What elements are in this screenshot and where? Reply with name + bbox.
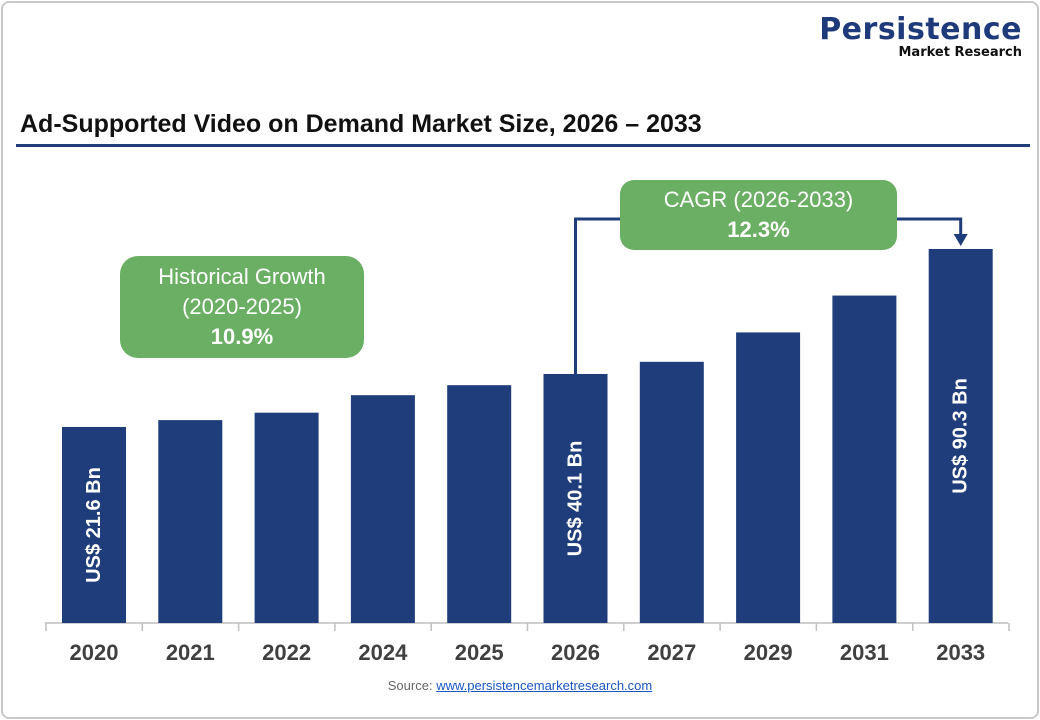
bar-2033: [928, 249, 993, 623]
source: Source: www.persistencemarketresearch.co…: [0, 678, 1040, 693]
bar-2024: [350, 395, 415, 623]
x-tick-label-2027: 2027: [647, 640, 696, 665]
x-tick-label-2022: 2022: [262, 640, 311, 665]
logo: Persistence Market Research: [819, 14, 1022, 60]
x-tick-label-2029: 2029: [744, 640, 793, 665]
cagr-box: CAGR (2026-2033) 12.3%: [620, 180, 897, 250]
bar-2031: [832, 295, 897, 623]
cagr-label: CAGR (2026-2033): [663, 187, 854, 212]
bar-2020: [62, 427, 126, 623]
cagr-connector-right: [897, 217, 963, 236]
source-link[interactable]: www.persistencemarketresearch.com: [436, 678, 653, 693]
data-label-2026: US$ 40.1 Bn: [565, 441, 587, 557]
arrow-down-icon: [953, 234, 968, 246]
cagr-connector-left: [574, 217, 620, 374]
x-tick-label-2021: 2021: [166, 640, 215, 665]
bar-2029: [736, 332, 801, 623]
x-tick-label-2033: 2033: [936, 640, 985, 665]
bar-2026: [543, 374, 608, 623]
bar-2021: [158, 420, 223, 623]
x-tick-label-2031: 2031: [840, 640, 889, 665]
data-label-2020: US$ 21.6 Bn: [83, 467, 105, 583]
title-rule: [16, 144, 1030, 147]
historical-label: Historical Growth: [158, 264, 326, 289]
historical-growth-box: Historical Growth (2020-2025) 10.9%: [120, 256, 364, 358]
chart-title: Ad-Supported Video on Demand Market Size…: [20, 110, 702, 138]
x-tick-label-2026: 2026: [551, 640, 600, 665]
historical-value: 10.9%: [210, 324, 274, 349]
source-label: Source:: [387, 678, 433, 693]
logo-sub: Market Research: [898, 45, 1023, 60]
x-tick-label-2024: 2024: [358, 640, 408, 665]
x-tick-label-2020: 2020: [70, 640, 119, 665]
historical-period: (2020-2025): [182, 294, 302, 319]
bar-2022: [254, 412, 319, 623]
data-label-2033: US$ 90.3 Bn: [950, 378, 972, 494]
logo-brand: Persistence: [819, 12, 1022, 47]
cagr-value: 12.3%: [727, 217, 790, 242]
bar-2027: [639, 361, 704, 623]
x-tick-label-2025: 2025: [455, 640, 504, 665]
bar-2025: [447, 385, 512, 623]
